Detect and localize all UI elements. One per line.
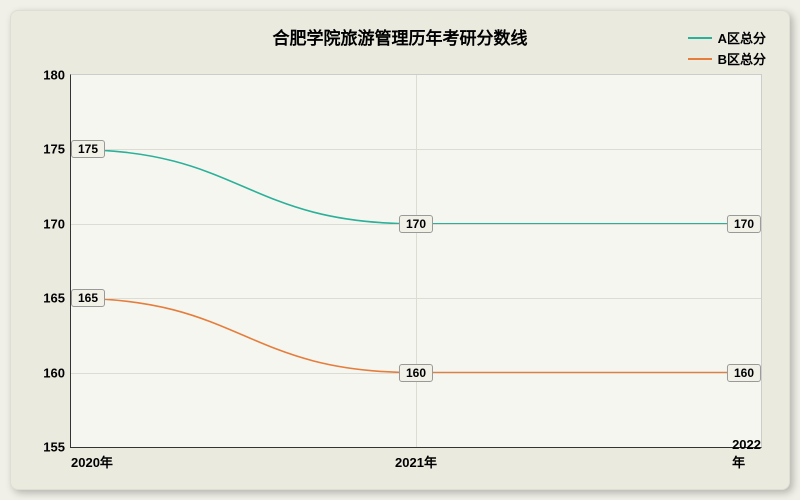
data-point-label: 160	[399, 364, 433, 382]
legend-label-b: B区总分	[718, 49, 766, 68]
x-tick-label: 2022年	[732, 437, 761, 471]
data-point-label: 175	[71, 140, 105, 158]
plot-area: 1551601651701751802020年2021年2022年1751701…	[70, 74, 762, 448]
data-point-label: 170	[399, 215, 433, 233]
chart-container: 合肥学院旅游管理历年考研分数线 A区总分 B区总分 155 160 165 170 17…	[10, 10, 790, 490]
y-tick-label: 180	[31, 68, 65, 83]
data-point-label: 160	[727, 364, 761, 382]
legend-item-a: A区总分	[688, 28, 766, 47]
legend-label-a: A区总分	[718, 28, 766, 47]
y-tick-label: 160	[31, 365, 65, 380]
legend-swatch-b	[688, 58, 712, 60]
legend: A区总分 B区总分	[688, 28, 766, 70]
chart-title: 合肥学院旅游管理历年考研分数线	[10, 24, 790, 49]
x-tick-label: 2020年	[71, 452, 113, 471]
data-point-label: 165	[71, 289, 105, 307]
gridline-v	[416, 75, 417, 447]
x-tick-label: 2021年	[395, 452, 437, 471]
y-tick-label: 165	[31, 291, 65, 306]
y-tick-label: 155	[31, 440, 65, 455]
legend-swatch-a	[688, 37, 712, 39]
legend-item-b: B区总分	[688, 49, 766, 68]
y-tick-label: 170	[31, 216, 65, 231]
y-tick-label: 175	[31, 142, 65, 157]
data-point-label: 170	[727, 215, 761, 233]
